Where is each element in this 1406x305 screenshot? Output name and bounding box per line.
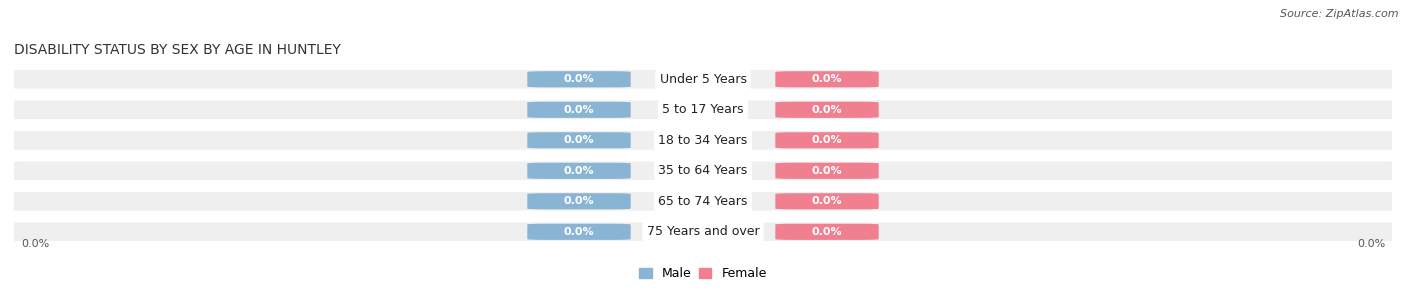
Text: 0.0%: 0.0% — [811, 135, 842, 145]
FancyBboxPatch shape — [4, 192, 1402, 210]
Text: 0.0%: 0.0% — [564, 166, 595, 176]
Text: 0.0%: 0.0% — [564, 135, 595, 145]
FancyBboxPatch shape — [775, 163, 879, 179]
Text: 0.0%: 0.0% — [811, 74, 842, 84]
FancyBboxPatch shape — [527, 102, 631, 118]
Text: Under 5 Years: Under 5 Years — [659, 73, 747, 86]
Text: 0.0%: 0.0% — [811, 166, 842, 176]
FancyBboxPatch shape — [4, 162, 1402, 180]
FancyBboxPatch shape — [4, 223, 1402, 241]
Text: 0.0%: 0.0% — [811, 105, 842, 115]
Text: 18 to 34 Years: 18 to 34 Years — [658, 134, 748, 147]
Text: 0.0%: 0.0% — [811, 227, 842, 237]
Text: 0.0%: 0.0% — [564, 196, 595, 206]
Text: 0.0%: 0.0% — [564, 227, 595, 237]
FancyBboxPatch shape — [4, 131, 1402, 149]
FancyBboxPatch shape — [775, 193, 879, 209]
Text: 0.0%: 0.0% — [1357, 239, 1385, 249]
FancyBboxPatch shape — [527, 132, 631, 148]
Text: 35 to 64 Years: 35 to 64 Years — [658, 164, 748, 177]
Text: 0.0%: 0.0% — [564, 105, 595, 115]
FancyBboxPatch shape — [527, 224, 631, 240]
FancyBboxPatch shape — [775, 71, 879, 87]
Text: 75 Years and over: 75 Years and over — [647, 225, 759, 238]
Text: 0.0%: 0.0% — [21, 239, 49, 249]
FancyBboxPatch shape — [527, 163, 631, 179]
Text: Source: ZipAtlas.com: Source: ZipAtlas.com — [1281, 9, 1399, 19]
FancyBboxPatch shape — [775, 102, 879, 118]
Text: 0.0%: 0.0% — [811, 196, 842, 206]
FancyBboxPatch shape — [527, 193, 631, 209]
FancyBboxPatch shape — [4, 100, 1402, 119]
Text: DISABILITY STATUS BY SEX BY AGE IN HUNTLEY: DISABILITY STATUS BY SEX BY AGE IN HUNTL… — [14, 43, 340, 57]
FancyBboxPatch shape — [527, 71, 631, 87]
Legend: Male, Female: Male, Female — [634, 262, 772, 285]
Text: 65 to 74 Years: 65 to 74 Years — [658, 195, 748, 208]
FancyBboxPatch shape — [4, 70, 1402, 88]
FancyBboxPatch shape — [775, 224, 879, 240]
FancyBboxPatch shape — [775, 132, 879, 148]
Text: 0.0%: 0.0% — [564, 74, 595, 84]
Text: 5 to 17 Years: 5 to 17 Years — [662, 103, 744, 116]
